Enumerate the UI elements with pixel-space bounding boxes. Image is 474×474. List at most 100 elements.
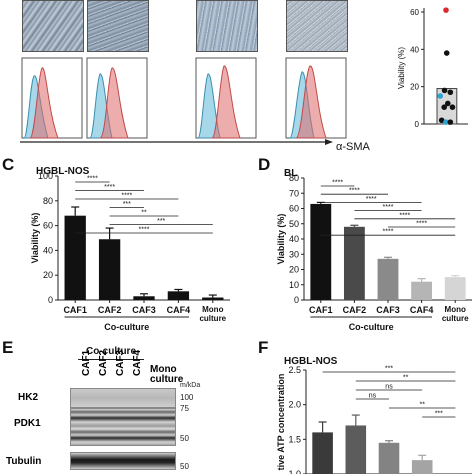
flow-histogram-3 — [195, 57, 257, 139]
chart-title: HGBL-NOS — [36, 166, 90, 177]
data-point — [437, 93, 444, 99]
x-tick-label: CAF1 — [309, 305, 333, 315]
bar — [411, 281, 433, 300]
y-tick-label: 60 — [410, 8, 419, 17]
y-tick-label: 40 — [43, 245, 53, 255]
y-tick-label: 30 — [289, 249, 299, 259]
x-tick-label: CAF2 — [98, 305, 122, 315]
panel-label-d: D — [258, 155, 271, 174]
blot-row-label-hk2: HK2 — [18, 392, 39, 403]
data-point — [443, 50, 450, 56]
y-tick-label: 50 — [289, 219, 299, 229]
x-tick-label: CAF3 — [376, 305, 400, 315]
y-tick-label: 100 — [38, 171, 53, 181]
flow-histograms — [20, 57, 347, 145]
data-point — [441, 87, 448, 94]
sig-label: **** — [139, 227, 150, 234]
data-point — [443, 119, 449, 125]
blot-row-label-pdk1: PDK1 — [14, 418, 41, 429]
bar — [345, 425, 367, 474]
blot-band-hk2 — [70, 388, 176, 408]
viability-scatter-chart: 0 20 40 60 Viability (%) — [397, 7, 468, 129]
bar — [64, 215, 86, 300]
data-point — [447, 89, 454, 96]
panel-label-e: E — [2, 338, 14, 357]
y-axis-label: tive ATP concentration — [276, 374, 286, 471]
y-tick-label: 10 — [289, 280, 299, 290]
y-tick-label: 20 — [410, 83, 419, 92]
bar — [98, 239, 121, 300]
sig-label: **** — [416, 221, 427, 228]
x-tick-label: CAF4 — [410, 305, 434, 315]
bar — [167, 291, 190, 300]
flow-x-arrow — [325, 139, 333, 145]
x-tick-label: Mono culture — [442, 305, 469, 323]
sig-label: ** — [141, 210, 147, 217]
panel-c-bar-chart: HGBL-NOS 0 20 40 60 80 100 Viability (%) CAF1 CAF… — [30, 166, 230, 332]
blot-header-group: Co-culture — [86, 346, 136, 357]
data-point — [445, 100, 451, 107]
y-tick-label: 2.5 — [288, 365, 301, 375]
x-tick-label: CAF2 — [343, 305, 367, 315]
sig-label: **** — [383, 229, 394, 236]
sig-label: *** — [435, 411, 443, 418]
y-tick-label: 20 — [289, 265, 299, 275]
blot-marker-50-b: 50 — [180, 462, 189, 471]
sig-label: **** — [399, 212, 410, 219]
blot-lane-label-4: CAF4 — [132, 349, 143, 376]
blot-lane-label-2: CAF2 — [98, 349, 109, 376]
blot-row-label-tubulin: Tubulin — [6, 456, 42, 467]
panel-label-f: F — [258, 338, 269, 357]
y-tick-label: 80 — [289, 173, 299, 183]
y-axis-label: Viability (%) — [397, 47, 406, 89]
sig-label: **** — [104, 184, 115, 191]
panel-label-c: C — [2, 155, 15, 174]
flow-xlabel: α-SMA — [336, 141, 370, 153]
sig-label: ns — [369, 393, 377, 400]
y-tick-label: 80 — [43, 196, 53, 206]
y-axis-label: Viability (%) — [30, 213, 40, 264]
x-tick-label: CAF4 — [167, 305, 191, 315]
chart-title: BL — [284, 168, 297, 179]
sig-label: ** — [419, 402, 425, 409]
sig-label: *** — [157, 218, 165, 225]
y-axis-label: Viability (%) — [276, 214, 286, 265]
data-point — [438, 117, 445, 124]
micrograph-caf3 — [196, 0, 258, 52]
blot-lane-label-3: CAF3 — [115, 349, 126, 376]
y-tick-label: 40 — [289, 234, 299, 244]
y-tick-label: 60 — [289, 204, 299, 214]
y-tick-label: 2.0 — [288, 400, 301, 410]
blot-header-line — [78, 359, 144, 360]
micrograph-caf4 — [286, 0, 348, 52]
bar — [202, 297, 224, 300]
blot-kda-unit: m/kDa — [180, 382, 201, 389]
y-tick-label: 40 — [410, 45, 419, 54]
sig-label: **** — [383, 204, 394, 211]
y-tick-label: 1.0 — [288, 469, 301, 474]
sig-label: *** — [123, 201, 131, 208]
sig-label: **** — [87, 176, 98, 183]
y-tick-label: 0 — [415, 120, 420, 129]
bar — [312, 432, 333, 474]
x-tick-label: CAF3 — [132, 305, 156, 315]
y-tick-label: 20 — [43, 270, 53, 280]
x-axis-label: Co-culture — [104, 322, 149, 332]
data-point — [443, 7, 449, 13]
data-point — [441, 104, 447, 110]
bar — [444, 277, 466, 300]
bar — [133, 296, 155, 300]
y-tick-label: 0 — [294, 295, 299, 305]
x-tick-label: Mono culture — [199, 305, 226, 323]
sig-label: ** — [403, 375, 409, 382]
chart-title: HGBL-NOS — [284, 356, 338, 367]
blot-marker-75: 75 — [180, 404, 189, 413]
sig-label: **** — [332, 180, 343, 187]
flow-histogram-1 — [21, 57, 83, 139]
y-tick-label: 0 — [48, 295, 53, 305]
y-tick-label: 1.5 — [288, 434, 301, 444]
blot-band-pdk1 — [70, 408, 176, 446]
sig-label: ns — [385, 384, 393, 391]
data-point — [449, 104, 456, 110]
